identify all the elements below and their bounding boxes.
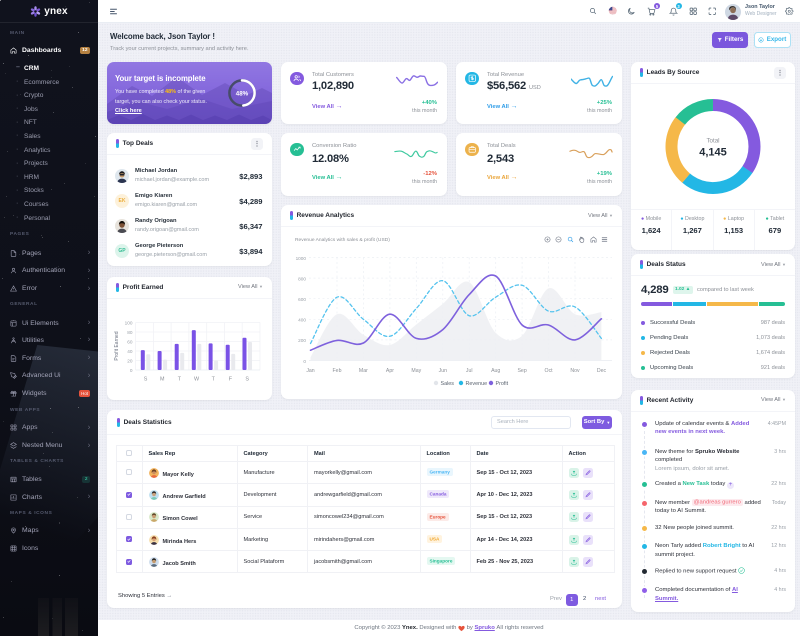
svg-text:48%: 48% bbox=[236, 90, 249, 97]
svg-text:Profit: Profit bbox=[496, 381, 509, 387]
svg-text:S: S bbox=[245, 376, 249, 382]
svg-text:Profit Earned: Profit Earned bbox=[114, 331, 120, 360]
svg-text:20: 20 bbox=[127, 358, 133, 363]
svg-text:800: 800 bbox=[298, 276, 306, 281]
svg-text:60: 60 bbox=[127, 339, 133, 344]
svg-text:Revenue: Revenue bbox=[466, 381, 488, 387]
svg-text:Jun: Jun bbox=[439, 368, 447, 374]
svg-text:80: 80 bbox=[127, 330, 133, 335]
svg-text:Feb: Feb bbox=[333, 368, 342, 374]
svg-text:Jul: Jul bbox=[466, 368, 473, 374]
svg-text:Dec: Dec bbox=[597, 368, 607, 374]
svg-text:40: 40 bbox=[127, 349, 133, 354]
svg-text:May: May bbox=[411, 368, 421, 374]
svg-text:M: M bbox=[160, 376, 165, 382]
svg-text:Oct: Oct bbox=[545, 368, 554, 374]
svg-text:F: F bbox=[229, 376, 233, 382]
svg-text:Nov: Nov bbox=[570, 368, 580, 374]
svg-text:Mar: Mar bbox=[359, 368, 368, 374]
svg-text:600: 600 bbox=[298, 297, 306, 302]
svg-text:0: 0 bbox=[303, 359, 306, 364]
svg-text:100: 100 bbox=[125, 320, 133, 325]
svg-text:1000: 1000 bbox=[296, 256, 307, 261]
svg-text:Sales: Sales bbox=[441, 381, 455, 387]
svg-text:S: S bbox=[144, 376, 148, 382]
svg-text:Apr: Apr bbox=[386, 368, 394, 374]
svg-text:T: T bbox=[178, 376, 182, 382]
svg-text:4,145: 4,145 bbox=[699, 147, 727, 159]
svg-text:Total: Total bbox=[706, 138, 719, 145]
svg-text:Jan: Jan bbox=[306, 368, 314, 374]
svg-text:Aug: Aug bbox=[491, 368, 500, 374]
svg-text:400: 400 bbox=[298, 318, 306, 323]
svg-text:0: 0 bbox=[130, 368, 133, 373]
svg-text:200: 200 bbox=[298, 338, 306, 343]
svg-text:T: T bbox=[212, 376, 216, 382]
svg-text:Sep: Sep bbox=[517, 368, 526, 374]
svg-text:W: W bbox=[194, 376, 200, 382]
